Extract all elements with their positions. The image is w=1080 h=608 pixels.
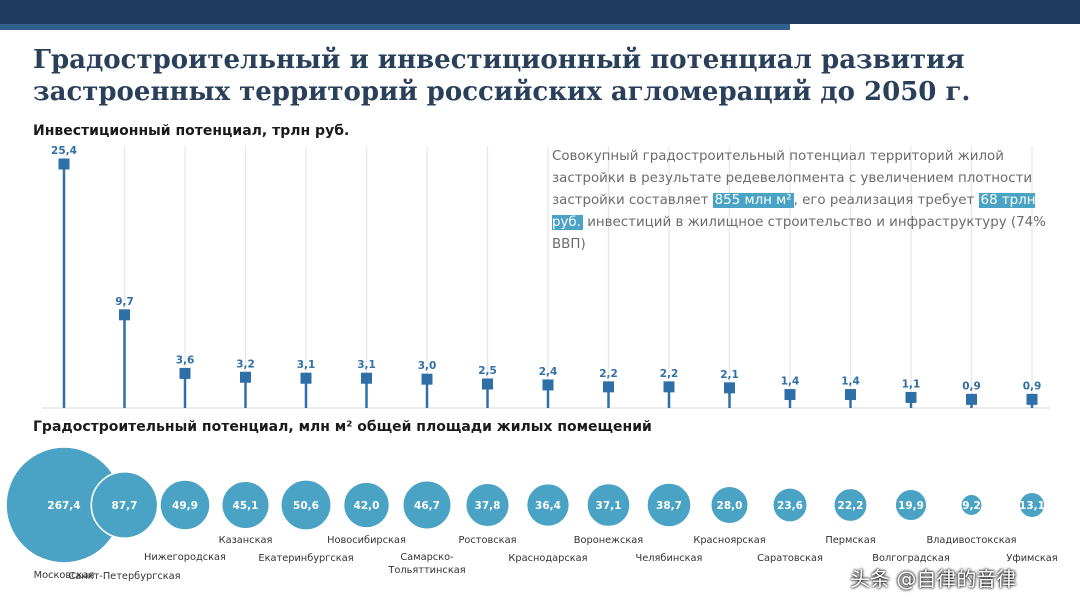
investment-value-label: 3,1 [357, 359, 376, 371]
potential-bubble [894, 488, 928, 522]
potential-value-label: 36,4 [535, 500, 561, 512]
category-label: Уфимская [1006, 553, 1057, 564]
category-label: Владивостокская [926, 535, 1016, 546]
note-text-1: Совокупный градостроительный потенциал т… [552, 149, 1033, 208]
category-label: Санкт-Петербургская [68, 571, 180, 582]
summary-note: Совокупный градостроительный потенциал т… [552, 146, 1052, 256]
investment-value-label: 1,4 [841, 376, 860, 388]
category-label: Московская [34, 570, 95, 581]
potential-value-label: 13,1 [1019, 500, 1045, 512]
note-text-2: , его реализация требует [793, 193, 979, 208]
potential-value-label: 50,6 [293, 500, 319, 512]
category-label: Самарско-Тольяттинская [387, 552, 465, 576]
area-highlight: 855 млн м² [712, 193, 794, 208]
investment-marker [1026, 393, 1038, 405]
category-label: Новосибирская [327, 535, 406, 546]
potential-value-label: 19,9 [898, 500, 924, 512]
category-label: Воронежская [574, 535, 643, 546]
top-banner-accent [0, 24, 790, 30]
investment-marker [482, 378, 493, 390]
investment-value-label: 2,1 [720, 369, 739, 381]
potential-value-label: 22,2 [838, 500, 864, 512]
investment-marker [240, 371, 251, 383]
category-label: Нижегородская [144, 552, 226, 563]
investment-value-label: 2,2 [599, 368, 618, 380]
category-label: Красноярская [693, 535, 765, 546]
potential-value-label: 9,2 [962, 500, 981, 512]
potential-bubble [709, 485, 750, 525]
category-label: Казанская [219, 535, 273, 546]
investment-marker [542, 379, 554, 391]
potential-bubble [832, 487, 869, 523]
potential-value-label: 45,1 [233, 500, 259, 512]
investment-marker [905, 391, 917, 403]
category-label: Пермская [825, 535, 875, 546]
investment-marker [421, 373, 433, 385]
investment-value-label: 1,4 [781, 376, 800, 388]
investment-marker [784, 389, 796, 401]
investment-value-label: 0,9 [1023, 380, 1042, 392]
potential-value-label: 23,6 [777, 500, 803, 512]
investment-value-label: 1,1 [902, 378, 921, 390]
potential-value-label: 28,0 [717, 500, 743, 512]
potential-bubble [959, 493, 984, 517]
investment-marker [58, 158, 70, 170]
investment-value-label: 9,7 [115, 296, 134, 308]
potential-bubble [401, 479, 453, 531]
potential-bubble [771, 486, 809, 524]
investment-value-label: 3,0 [418, 360, 437, 372]
investment-value-label: 2,2 [660, 368, 679, 380]
investment-marker [845, 389, 856, 401]
category-label: Екатеринбургская [258, 553, 353, 564]
top-banner [0, 0, 1080, 24]
potential-value-label: 38,7 [656, 500, 682, 512]
potential-value-label: 42,0 [354, 500, 380, 512]
category-label: Челябинская [636, 553, 703, 564]
investment-value-label: 3,2 [236, 358, 255, 370]
investment-value-label: 2,5 [478, 365, 497, 377]
category-label: Саратовская [757, 553, 823, 564]
potential-value-label: 49,9 [172, 500, 198, 512]
investment-value-label: 3,1 [297, 359, 316, 371]
page-title: Градостроительный и инвестиционный потен… [33, 45, 971, 107]
investment-marker [603, 381, 614, 393]
potential-bubble [220, 480, 271, 530]
category-label: Волгоградская [872, 553, 950, 564]
category-label: Ростовская [459, 535, 517, 546]
investment-value-label: 2,4 [539, 366, 558, 378]
investment-chart-title: Инвестиционный потенциал, трлн руб. [33, 123, 350, 139]
potential-bubble [525, 482, 571, 528]
note-text-3: инвестиций в жилищное строительство и ин… [552, 215, 1046, 252]
potential-bubble [586, 482, 631, 528]
investment-marker [300, 372, 312, 384]
potential-bubble [90, 470, 159, 540]
potential-bubble [464, 482, 511, 528]
potential-value-label: 37,8 [475, 500, 501, 512]
potential-value-label: 267,4 [47, 500, 80, 512]
investment-marker [179, 367, 191, 379]
investment-marker [119, 309, 130, 321]
investment-value-label: 25,4 [51, 145, 77, 157]
potential-bubble [279, 478, 333, 532]
investment-value-label: 3,6 [176, 354, 195, 366]
watermark: 头条 @自律的音律 [850, 567, 1017, 591]
potential-value-label: 37,1 [596, 500, 622, 512]
investment-marker [724, 382, 735, 394]
investment-value-label: 0,9 [962, 380, 981, 392]
potential-bubble [342, 481, 391, 529]
potential-value-label: 87,7 [112, 500, 138, 512]
potential-bubble [646, 482, 692, 528]
investment-marker [663, 381, 675, 393]
investment-marker [966, 393, 977, 405]
urban-potential-chart-title: Градостроительный потенциал, млн м² обще… [33, 419, 652, 435]
category-label: Краснодарская [508, 553, 587, 564]
investment-marker [361, 372, 372, 384]
potential-value-label: 46,7 [414, 500, 440, 512]
potential-bubble [1018, 491, 1046, 519]
potential-bubble [159, 479, 211, 531]
